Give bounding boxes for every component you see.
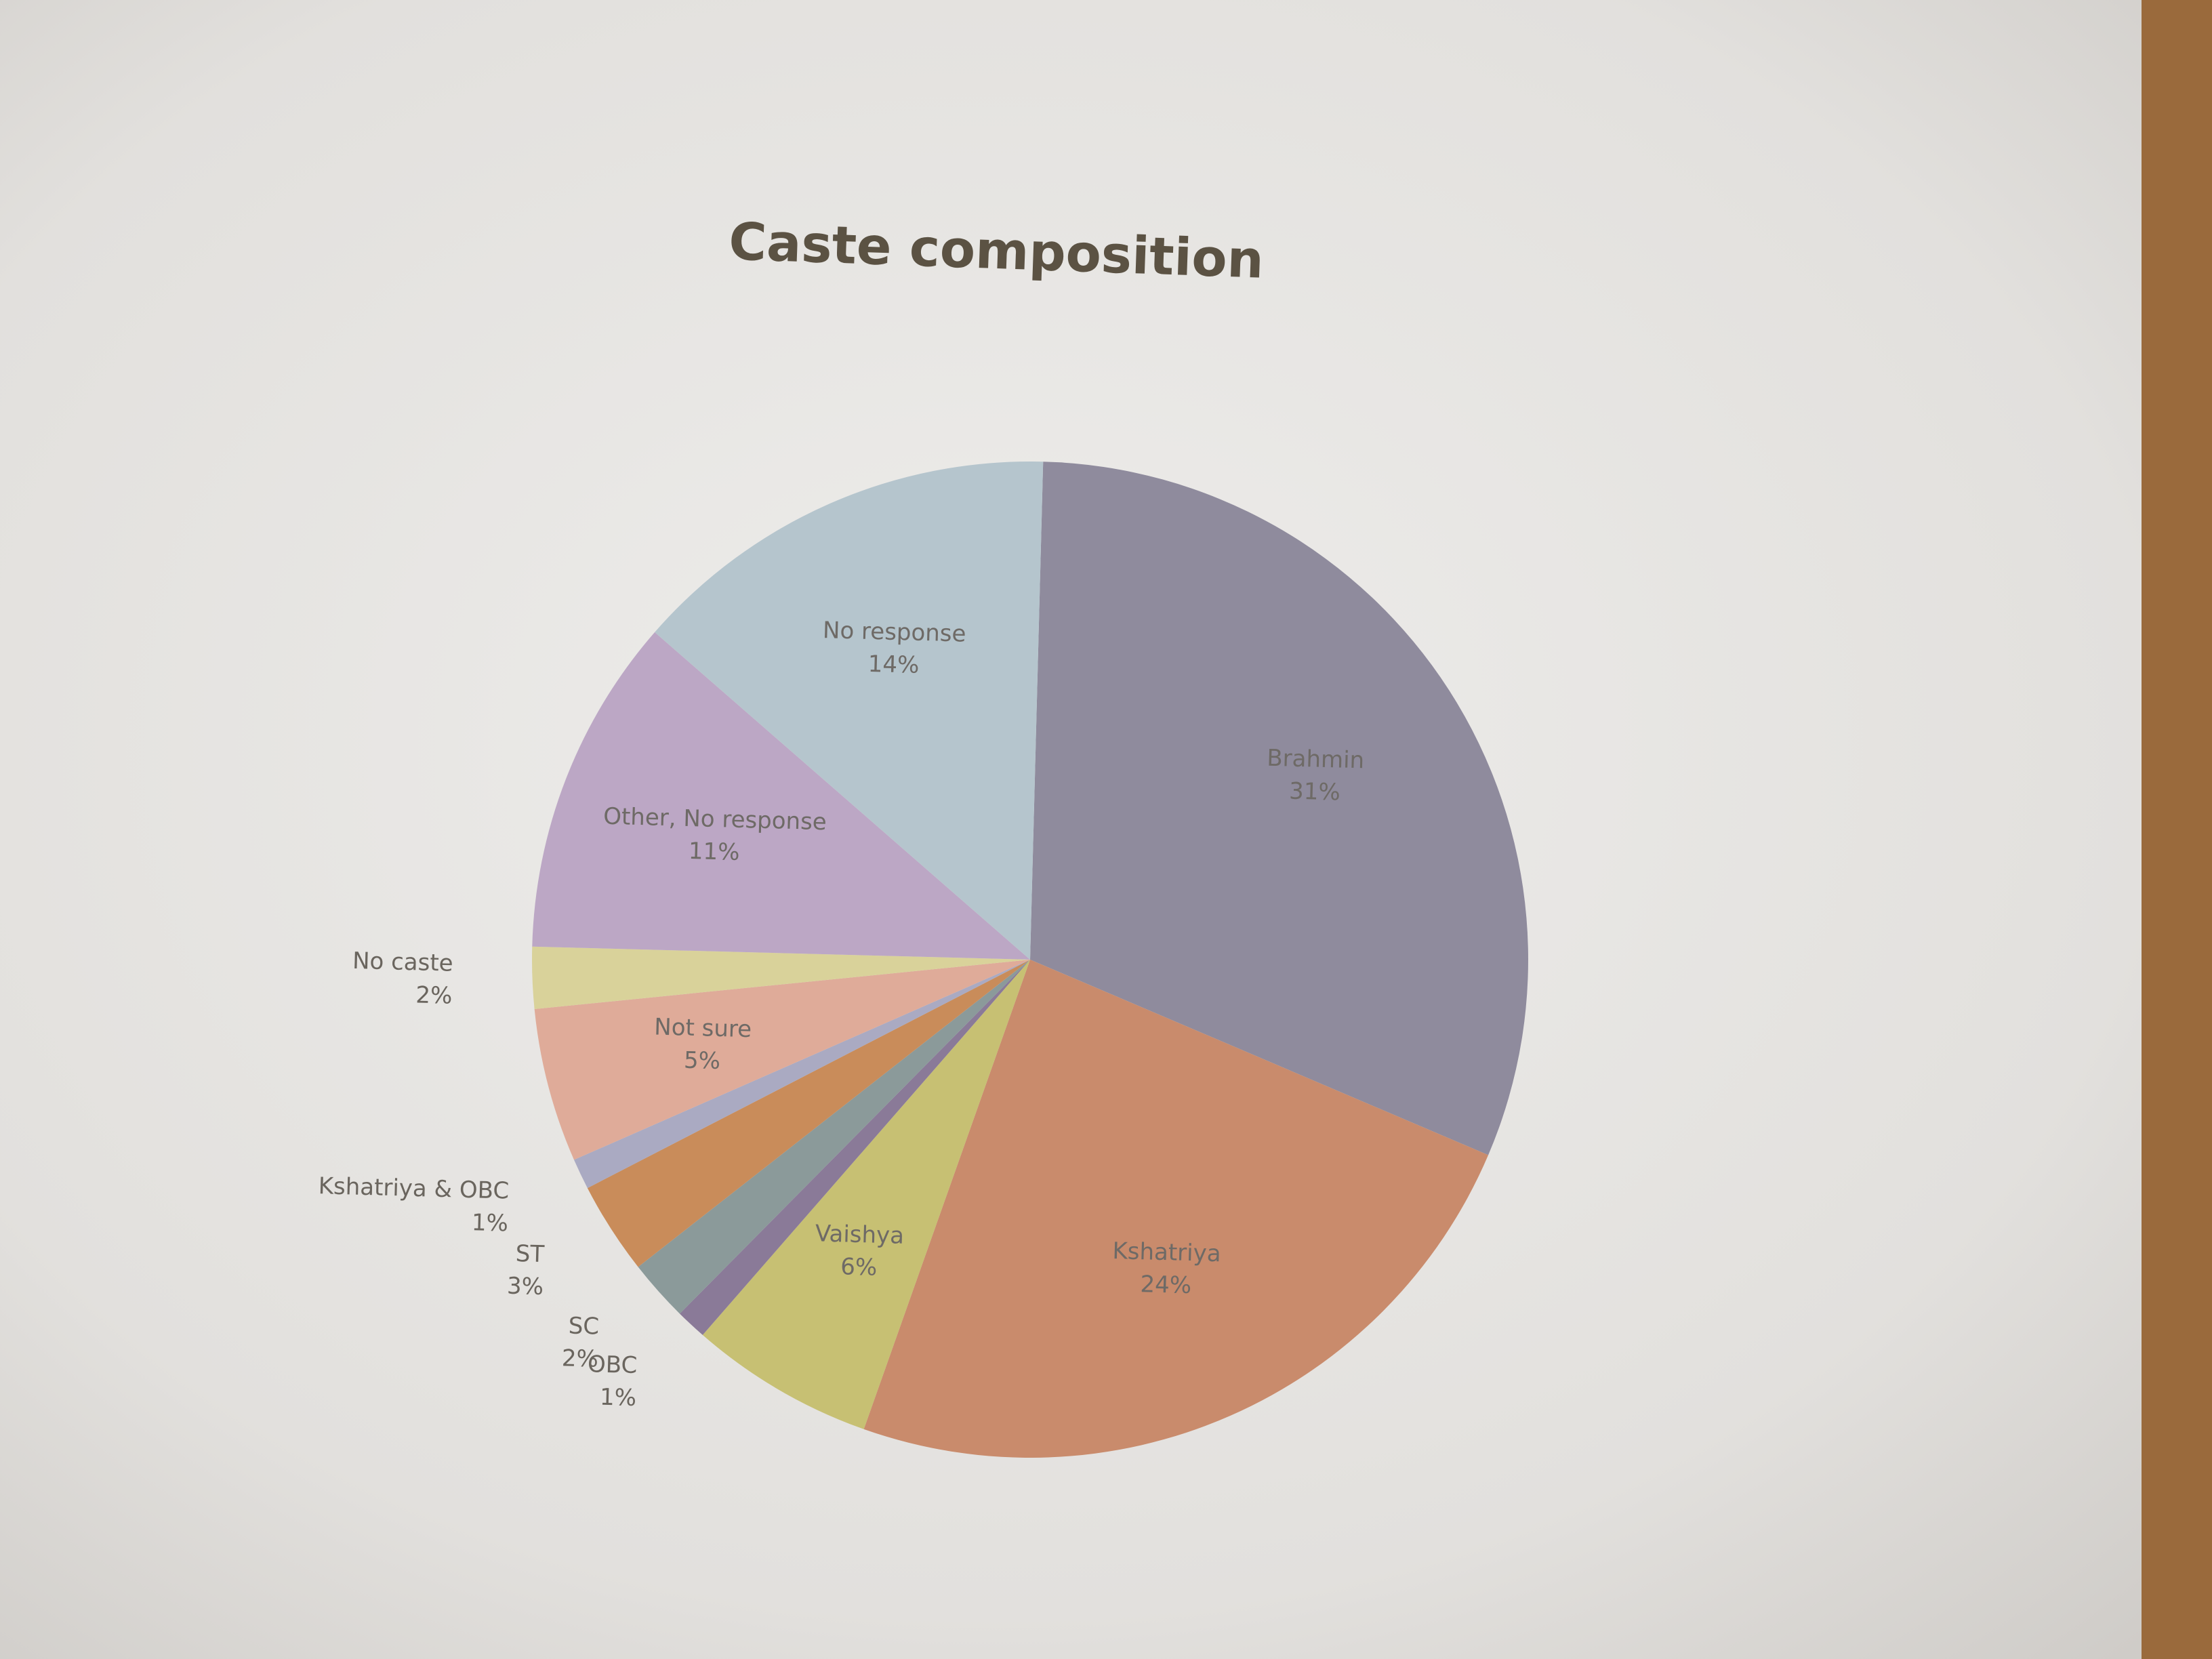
- pie-slice: [863, 960, 1489, 1458]
- pie-slice: [573, 960, 1030, 1189]
- pie-slice: [534, 960, 1030, 1160]
- pie-slice: [702, 960, 1030, 1429]
- pie-slice: [587, 960, 1030, 1267]
- pie-slice: [1030, 462, 1528, 1155]
- slice-label: Kshatriya & OBC: [318, 1172, 509, 1204]
- slice-label: OBC: [588, 1351, 638, 1379]
- slice-value-label: 1%: [600, 1384, 637, 1412]
- slice-value-label: 1%: [471, 1209, 508, 1237]
- slice-label: No caste: [352, 947, 454, 977]
- slice-value-label: 11%: [688, 838, 740, 866]
- slice-value-label: 24%: [1140, 1271, 1192, 1299]
- wall: [2142, 0, 2212, 1659]
- slice-value-label: 2%: [561, 1345, 598, 1372]
- pie-slice: [680, 960, 1030, 1335]
- slice-value-label: 31%: [1289, 777, 1341, 806]
- slice-label: Vaishya: [815, 1220, 904, 1249]
- pie-slice: [638, 960, 1030, 1314]
- slice-label: No response: [823, 617, 966, 648]
- slice-label: Other, No response: [603, 803, 827, 836]
- slice-label: Not sure: [654, 1013, 752, 1043]
- slice-value-label: 6%: [840, 1253, 878, 1281]
- pie-slice: [532, 946, 1030, 1010]
- slice-value-label: 14%: [867, 651, 920, 679]
- pie-slice: [655, 462, 1044, 960]
- slice-label: ST: [515, 1240, 545, 1268]
- slice-value-label: 5%: [683, 1047, 720, 1075]
- slice-value-label: 3%: [506, 1273, 544, 1300]
- slice-label: SC: [568, 1313, 599, 1340]
- slice-label: Brahmin: [1267, 745, 1365, 775]
- pie-slice: [532, 632, 1030, 960]
- slice-label: Kshatriya: [1112, 1237, 1221, 1267]
- slice-value-label: 2%: [415, 981, 453, 1009]
